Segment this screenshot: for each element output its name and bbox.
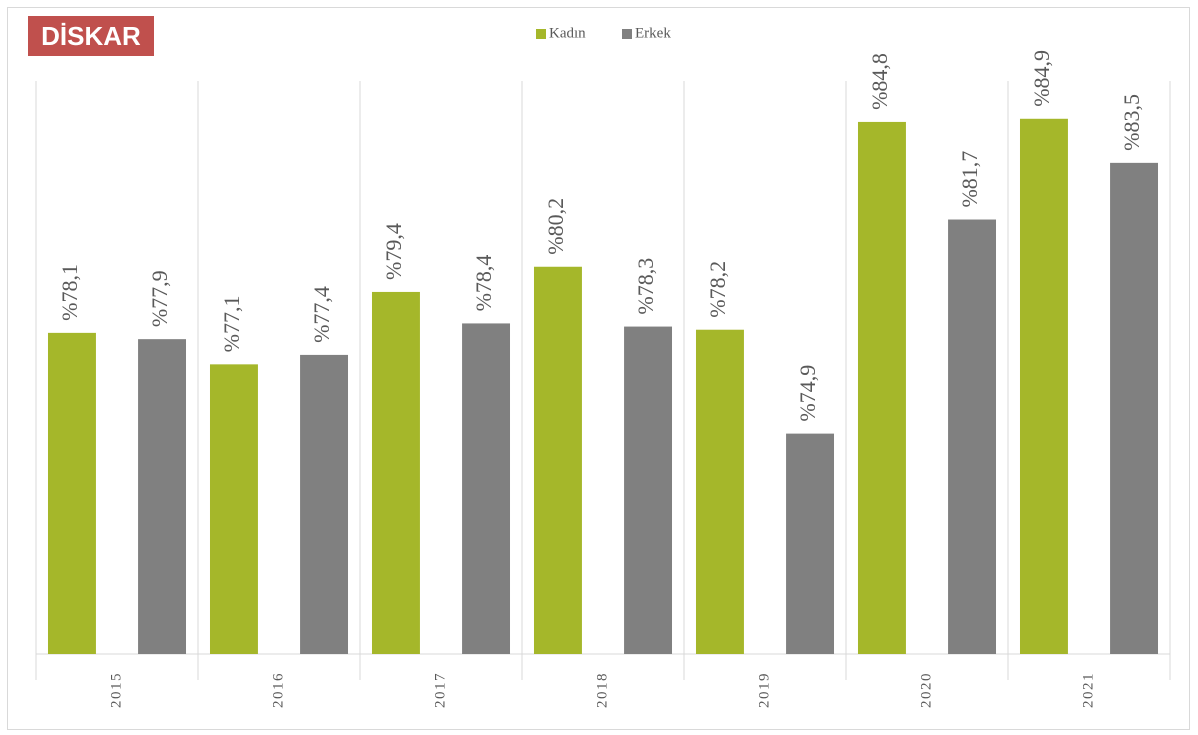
value-label: %77,9 [147,270,172,327]
legend-swatch [536,29,546,39]
x-tick-label: 2020 [918,672,934,708]
bar [209,364,258,654]
legend-label: Erkek [635,25,671,41]
x-tick-label: 2018 [594,672,610,708]
value-label: %77,1 [219,296,244,353]
bar [1110,162,1159,654]
value-label: %78,1 [57,264,82,321]
bar [300,354,349,654]
value-label: %74,9 [795,365,820,422]
bar [624,326,673,654]
bar [462,323,511,654]
x-tick-label: 2021 [1080,672,1096,708]
x-tick-label: 2019 [756,672,772,708]
bar [371,291,420,654]
bar [786,433,835,654]
legend-label: Kadın [549,25,586,41]
bar [138,339,187,654]
bar [1019,118,1068,655]
value-label: %84,8 [867,53,892,110]
value-label: %79,4 [381,223,406,280]
bar [47,332,96,654]
value-label: %78,3 [633,258,658,315]
value-label: %81,7 [957,151,982,208]
bar [857,121,906,654]
logo: DİSKAR [41,21,141,51]
value-label: %77,4 [309,286,334,343]
value-label: %80,2 [543,198,568,255]
value-label: %78,4 [471,255,496,312]
legend-swatch [622,29,632,39]
bar [533,266,582,654]
x-tick-label: 2016 [270,672,286,708]
value-label: %78,2 [705,261,730,318]
logo-box [28,16,154,56]
value-label: %83,5 [1119,94,1144,151]
x-tick-label: 2017 [432,672,448,708]
bar [948,219,997,654]
value-label: %84,9 [1029,50,1054,107]
x-tick-label: 2015 [108,672,124,708]
bar [695,329,744,654]
